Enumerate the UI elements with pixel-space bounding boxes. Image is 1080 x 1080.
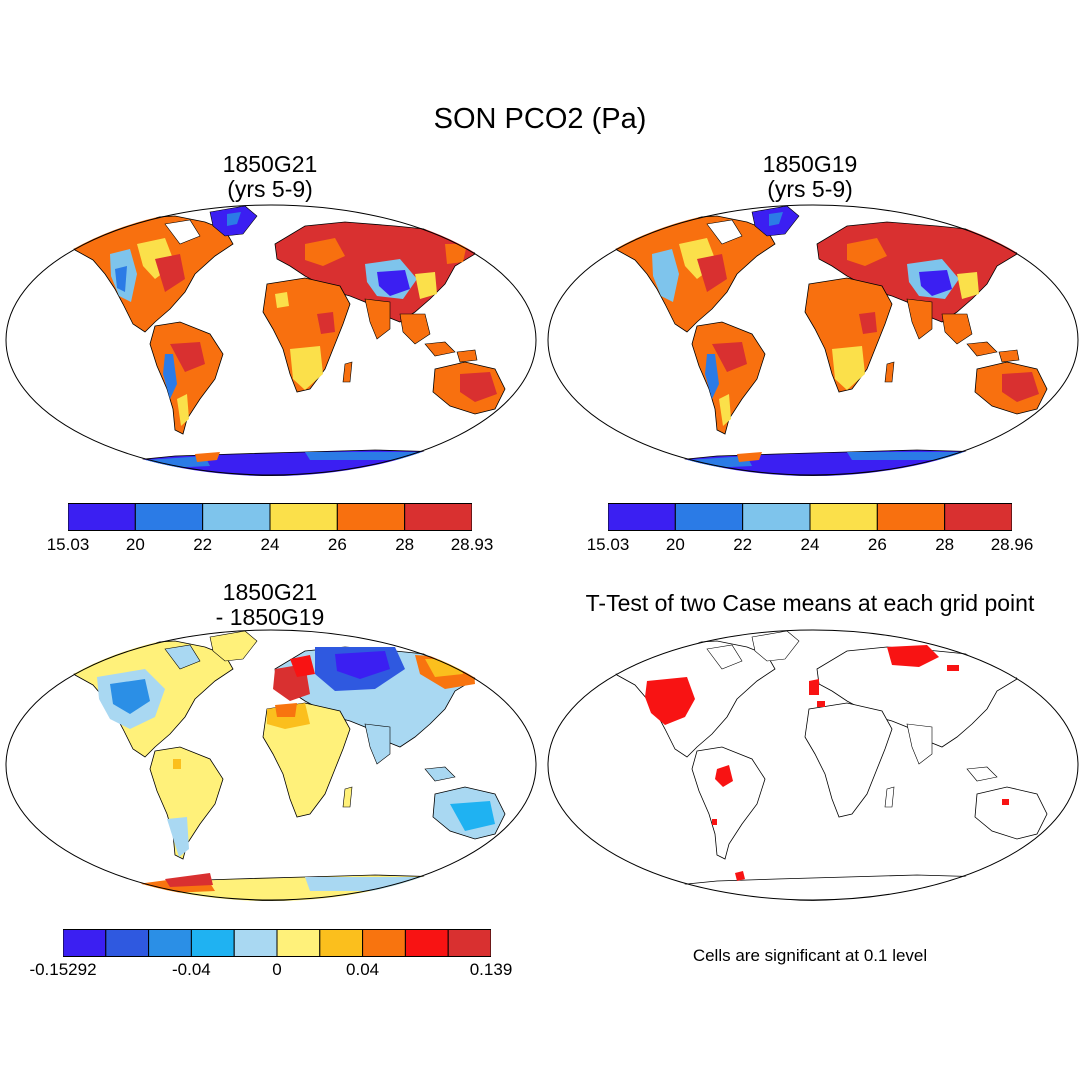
diff-color-box	[404, 929, 449, 957]
diff-color-box	[190, 929, 235, 957]
panel-title-case2-line1: 1850G19	[762, 151, 858, 177]
case2-tick-label: 28	[935, 535, 955, 554]
colorbar-case2	[608, 503, 1012, 531]
diff-tick-label: -0.15292	[29, 960, 97, 979]
diff-color-box	[276, 929, 321, 957]
significance-note: Cells are significant at 0.1 level	[692, 946, 928, 965]
case1-color-box	[336, 503, 406, 531]
case1-color-box	[269, 503, 338, 531]
diff-tick-label: 0.04	[346, 960, 380, 979]
case2-tick-label: 15.03	[586, 535, 630, 554]
case1-tick-label: 22	[193, 535, 213, 554]
north-america-land	[62, 215, 234, 333]
case1-tick-label: 28.93	[450, 535, 494, 554]
map-diff	[5, 629, 537, 901]
panel-title-case1-line2: (yrs 5-9)	[227, 176, 313, 202]
case2-color-box	[742, 503, 811, 531]
panel-title-case1: 1850G21 (yrs 5-9)	[90, 152, 450, 202]
diff-color-box	[233, 929, 278, 957]
case2-color-box	[608, 503, 676, 531]
panel-title-diff: 1850G21 - 1850G19	[90, 580, 450, 630]
case1-color-box	[404, 503, 472, 531]
case2-tick-label: 24	[800, 535, 820, 554]
diff-color-box	[319, 929, 364, 957]
figure-title: SON PCO2 (Pa)	[433, 103, 647, 135]
panel-title-case2: 1850G19 (yrs 5-9)	[630, 152, 990, 202]
significant-cells	[645, 645, 1009, 881]
case1-tick-label: 26	[327, 535, 347, 554]
map-case2	[547, 204, 1079, 476]
map-case1	[5, 204, 537, 476]
diff-color-box	[148, 929, 192, 957]
diff-color-box	[362, 929, 406, 957]
case2-tick-label: 22	[733, 535, 753, 554]
panel-title-diff-line1: 1850G21	[222, 579, 318, 605]
case1-color-box	[202, 503, 271, 531]
colorbar-diff	[63, 929, 491, 957]
panel-title-case1-line1: 1850G21	[222, 151, 318, 177]
diff-color-box	[447, 929, 491, 957]
map-ttest	[547, 629, 1079, 901]
case2-tick-label: 20	[665, 535, 685, 554]
panel-title-ttest-line1: T-Test of two Case means at each grid po…	[585, 590, 1035, 616]
diff-tick-label: 0.139	[469, 960, 513, 979]
diff-color-box	[63, 929, 107, 957]
case2-color-box	[674, 503, 744, 531]
panel-title-diff-line2: - 1850G19	[215, 604, 325, 630]
case1-color-box	[68, 503, 136, 531]
south-america-land	[149, 321, 224, 435]
colorbar-case1	[68, 503, 472, 531]
panel-title-ttest: T-Test of two Case means at each grid po…	[540, 591, 1080, 616]
case1-tick-label: 24	[260, 535, 280, 554]
case1-color-box	[134, 503, 204, 531]
case2-color-box	[876, 503, 946, 531]
diff-tick-label: 0	[272, 960, 282, 979]
panel-title-case2-line2: (yrs 5-9)	[767, 176, 853, 202]
case2-tick-label: 26	[867, 535, 887, 554]
case1-tick-label: 15.03	[46, 535, 90, 554]
diff-tick-label: -0.04	[172, 960, 211, 979]
case2-color-box	[809, 503, 878, 531]
diff-color-box	[105, 929, 150, 957]
case2-tick-label: 28.96	[990, 535, 1034, 554]
case1-tick-label: 20	[125, 535, 145, 554]
case2-color-box	[944, 503, 1012, 531]
case1-tick-label: 28	[395, 535, 415, 554]
